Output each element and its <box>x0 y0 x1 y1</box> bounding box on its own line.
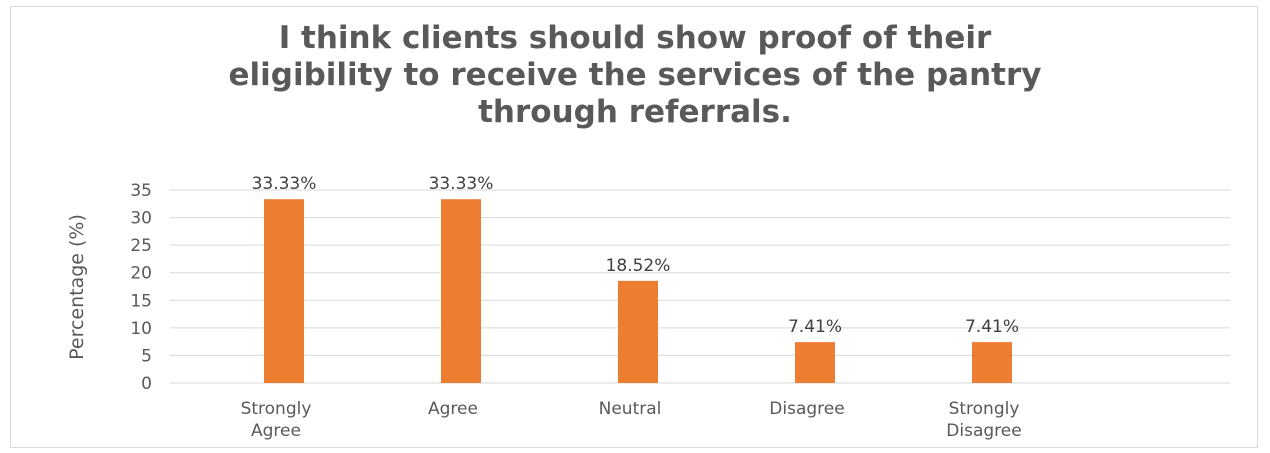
y-tick-label: 25 <box>130 236 152 256</box>
chart-title-line-1: I think clients should show proof of the… <box>278 20 992 56</box>
data-label: 33.33% <box>252 174 317 194</box>
gridlines <box>170 189 1230 384</box>
bar <box>618 280 658 383</box>
data-label: 7.41% <box>965 317 1019 337</box>
data-label: 33.33% <box>429 174 494 194</box>
chart-title-line-2: eligibility to receive the services of t… <box>228 57 1042 93</box>
x-tick-label: Strongly <box>241 399 312 419</box>
y-tick-label: 30 <box>130 209 152 229</box>
y-tick-label: 10 <box>130 319 152 339</box>
y-tick-label: 5 <box>141 346 152 366</box>
bar <box>264 199 304 383</box>
y-tick-label: 20 <box>130 264 152 284</box>
y-tick-label: 0 <box>141 374 152 394</box>
data-labels: 33.33% 33.33% 18.52% 7.41% 7.41% <box>252 174 1019 337</box>
bar <box>441 199 481 383</box>
y-axis-ticks: 0 5 10 15 20 25 30 35 <box>130 181 152 394</box>
y-axis-title: Percentage (%) <box>66 214 88 360</box>
data-label: 18.52% <box>606 256 671 276</box>
x-tick-label: Agree <box>251 421 301 441</box>
bar <box>972 342 1012 383</box>
x-tick-label: Strongly <box>949 399 1020 419</box>
chart-title-line-3: through referrals. <box>478 94 792 130</box>
x-tick-label: Neutral <box>599 399 662 419</box>
data-label: 7.41% <box>788 317 842 337</box>
x-tick-label: Disagree <box>946 421 1021 441</box>
chart-title: I think clients should show proof of the… <box>0 20 1270 131</box>
bar <box>795 342 835 383</box>
bars <box>264 199 1012 383</box>
x-tick-label: Disagree <box>769 399 844 419</box>
x-tick-label: Agree <box>428 399 478 419</box>
y-tick-label: 35 <box>130 181 152 201</box>
y-tick-label: 15 <box>130 291 152 311</box>
